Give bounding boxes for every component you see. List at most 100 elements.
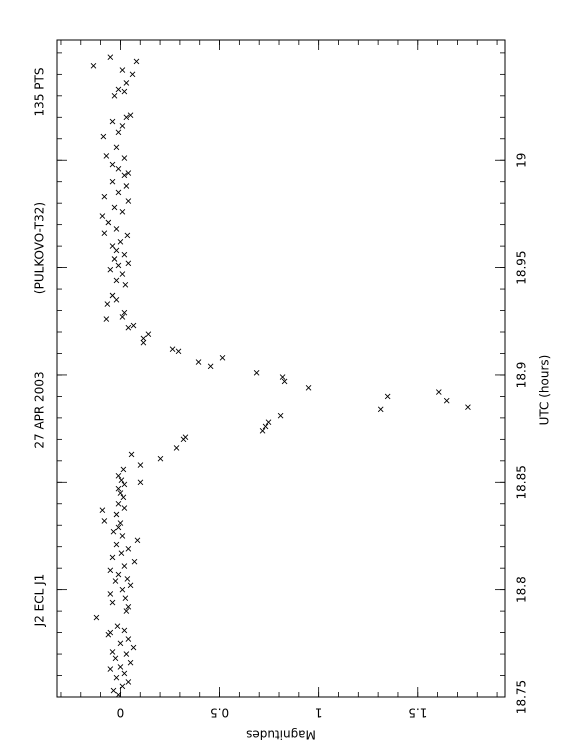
point (125, 679, 132, 685)
point (115, 473, 122, 479)
point (127, 582, 134, 589)
point (117, 664, 124, 670)
point (110, 528, 117, 535)
point (103, 316, 110, 322)
point (120, 466, 127, 473)
point (125, 546, 132, 552)
point (129, 71, 136, 78)
point (253, 369, 260, 376)
point (109, 649, 116, 655)
point (113, 511, 120, 518)
x-axis-label: UTC (hours) (538, 355, 552, 426)
point (145, 331, 152, 337)
point (130, 322, 137, 329)
point (105, 219, 112, 226)
point (107, 54, 114, 60)
point (113, 144, 120, 151)
point (119, 123, 126, 129)
point (117, 490, 124, 496)
point (219, 354, 226, 361)
point (137, 462, 144, 468)
point (123, 114, 130, 121)
rotated-plot: J2 ECL J1 27 APR 2003 (PULKOVO-T32) 135 … (33, 39, 552, 742)
point (117, 239, 124, 245)
point (99, 507, 106, 514)
point (125, 604, 132, 610)
point (121, 481, 128, 488)
point (112, 578, 119, 584)
point (113, 674, 120, 681)
point (115, 189, 122, 196)
point (113, 541, 120, 548)
point (279, 374, 286, 380)
point (115, 571, 122, 578)
point (277, 412, 284, 419)
point (125, 170, 132, 176)
point (121, 563, 128, 569)
point (121, 505, 128, 511)
point (182, 434, 189, 441)
title-part: 135 PTS (33, 68, 47, 117)
point (119, 314, 126, 320)
point (121, 309, 128, 316)
point (124, 232, 131, 239)
x-tick-label: 18.9 (515, 362, 529, 389)
point (109, 118, 116, 125)
x-tick-label: 18.85 (515, 465, 529, 499)
point (109, 292, 116, 299)
point (119, 586, 126, 593)
point (119, 271, 126, 277)
title-part: 27 APR 2003 (33, 371, 47, 448)
point (128, 451, 135, 458)
point (112, 655, 119, 662)
point (140, 335, 147, 342)
point (121, 88, 128, 95)
point (465, 404, 471, 410)
y-tick-label: 1.5 (408, 706, 427, 720)
point (281, 378, 288, 385)
point (115, 86, 122, 93)
point (121, 251, 128, 258)
point (101, 230, 108, 237)
x-tick-label: 18.95 (515, 250, 529, 284)
point (115, 524, 122, 531)
point (115, 485, 122, 492)
point (121, 155, 128, 161)
point (175, 348, 182, 355)
point (114, 623, 121, 629)
point (265, 419, 272, 425)
point (262, 423, 269, 430)
point (121, 670, 128, 677)
point (121, 627, 128, 634)
point (125, 324, 132, 331)
point (123, 80, 130, 86)
point (111, 93, 118, 99)
point (107, 591, 114, 597)
point (127, 112, 134, 118)
point (377, 406, 384, 413)
point (305, 385, 312, 391)
x-tick-label: 19 (515, 153, 529, 168)
point (157, 455, 164, 462)
x-tick-label: 18.75 (515, 680, 529, 714)
point (104, 301, 111, 307)
point (133, 58, 140, 65)
point (119, 533, 126, 539)
point (169, 346, 176, 352)
point (109, 554, 116, 561)
point (100, 133, 107, 140)
point (121, 172, 128, 179)
point (124, 576, 131, 582)
point (115, 500, 122, 507)
title-part: J2 ECL J1 (33, 574, 47, 628)
point (130, 644, 137, 651)
point (207, 363, 214, 370)
point (115, 166, 122, 172)
point (99, 213, 106, 219)
point (195, 359, 202, 365)
point (111, 204, 118, 211)
point (115, 262, 122, 269)
point (117, 520, 124, 526)
point (259, 427, 266, 434)
point (123, 183, 130, 189)
